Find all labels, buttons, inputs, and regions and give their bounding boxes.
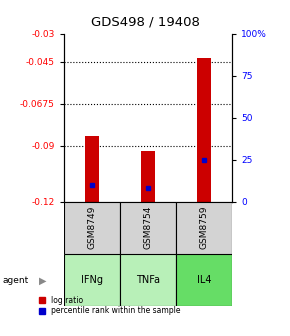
Bar <box>64 202 120 254</box>
Bar <box>120 202 176 254</box>
Text: GDS498 / 19408: GDS498 / 19408 <box>90 15 200 28</box>
Bar <box>176 254 232 306</box>
Text: GSM8749: GSM8749 <box>87 206 96 249</box>
Bar <box>85 136 99 202</box>
Bar <box>120 254 176 306</box>
Text: TNFa: TNFa <box>136 275 160 285</box>
Text: agent: agent <box>3 276 29 285</box>
Legend: log ratio, percentile rank within the sample: log ratio, percentile rank within the sa… <box>39 296 180 316</box>
Text: ▶: ▶ <box>39 276 47 286</box>
Text: GSM8754: GSM8754 <box>143 206 153 249</box>
Text: GSM8759: GSM8759 <box>200 206 209 249</box>
Text: IL4: IL4 <box>197 275 211 285</box>
Bar <box>141 151 155 202</box>
Bar <box>64 254 120 306</box>
Bar <box>176 202 232 254</box>
Text: IFNg: IFNg <box>81 275 103 285</box>
Bar <box>197 58 211 202</box>
